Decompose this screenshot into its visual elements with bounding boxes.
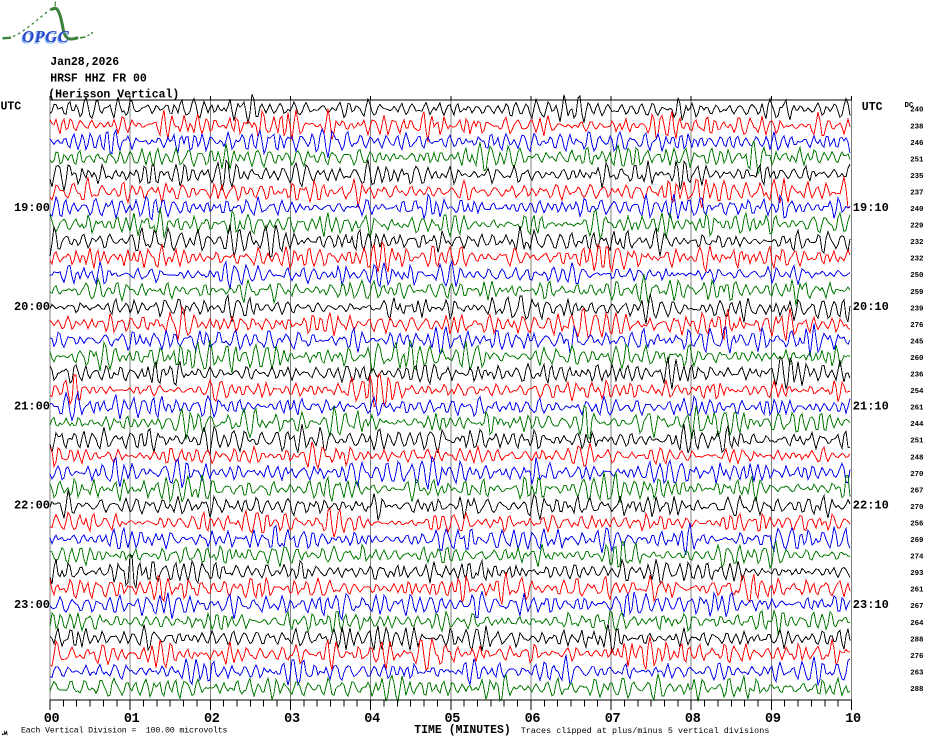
svg-text:02: 02 <box>204 712 220 727</box>
svg-text:23:10: 23:10 <box>853 598 889 612</box>
svg-text:22:10: 22:10 <box>853 499 889 513</box>
svg-text:270: 270 <box>910 504 924 512</box>
svg-text:236: 236 <box>910 372 924 380</box>
svg-text:263: 263 <box>910 669 924 677</box>
svg-text:(Herisson Vertical): (Herisson Vertical) <box>48 88 179 101</box>
svg-text:08: 08 <box>685 712 701 727</box>
svg-text:19:10: 19:10 <box>853 201 889 215</box>
svg-text:293: 293 <box>910 570 924 578</box>
svg-text:OPGC: OPGC <box>22 27 70 46</box>
svg-text:Each Vertical Division = 100.: Each Vertical Division = 100.00 microvol… <box>21 726 228 736</box>
svg-text:19:00: 19:00 <box>14 201 50 215</box>
svg-text:06: 06 <box>525 712 541 727</box>
svg-text:23:00: 23:00 <box>14 598 50 612</box>
svg-text:251: 251 <box>910 438 924 446</box>
svg-text:270: 270 <box>910 471 924 479</box>
svg-text:05: 05 <box>444 712 460 727</box>
svg-text:274: 274 <box>910 554 924 562</box>
svg-text:260: 260 <box>910 355 924 363</box>
svg-text:21:10: 21:10 <box>853 399 889 413</box>
svg-text:01: 01 <box>124 712 140 727</box>
svg-text:240: 240 <box>910 206 924 214</box>
svg-text:238: 238 <box>910 123 924 131</box>
svg-text:267: 267 <box>910 603 923 611</box>
svg-text:HRSF HHZ FR 00: HRSF HHZ FR 00 <box>50 73 147 86</box>
svg-text:248: 248 <box>910 454 924 462</box>
svg-text:240: 240 <box>910 107 924 115</box>
svg-text:22:00: 22:00 <box>14 499 50 513</box>
svg-text:03: 03 <box>284 712 300 727</box>
svg-text:00: 00 <box>44 712 60 727</box>
svg-text:267: 267 <box>910 487 923 495</box>
svg-text:OPGC: OPGC <box>21 28 69 47</box>
svg-text:246: 246 <box>910 140 924 148</box>
svg-text:232: 232 <box>910 239 923 247</box>
svg-text:21:00: 21:00 <box>14 399 50 413</box>
svg-text:244: 244 <box>910 421 924 429</box>
svg-text:04: 04 <box>364 712 380 727</box>
svg-text:288: 288 <box>910 686 924 694</box>
svg-text:07: 07 <box>605 712 621 727</box>
svg-text:256: 256 <box>910 520 924 528</box>
svg-text:20:10: 20:10 <box>853 300 889 314</box>
svg-text:09: 09 <box>765 712 781 727</box>
svg-text:DC: DC <box>905 102 914 110</box>
svg-text:269: 269 <box>910 537 923 545</box>
svg-text:UTC: UTC <box>1 101 22 114</box>
svg-text:235: 235 <box>910 173 924 181</box>
svg-text:276: 276 <box>910 653 924 661</box>
svg-text:261: 261 <box>910 405 924 413</box>
svg-text:20:00: 20:00 <box>14 300 50 314</box>
svg-text:239: 239 <box>910 305 923 313</box>
svg-text:10: 10 <box>845 712 861 727</box>
svg-text:264: 264 <box>910 620 924 628</box>
svg-text:229: 229 <box>910 223 923 231</box>
svg-text:288: 288 <box>910 636 924 644</box>
svg-text:251: 251 <box>910 156 924 164</box>
svg-text:245: 245 <box>910 338 924 346</box>
svg-text:261: 261 <box>910 587 924 595</box>
svg-text:237: 237 <box>910 189 923 197</box>
svg-text:250: 250 <box>910 272 924 280</box>
svg-text:Jan28,2026: Jan28,2026 <box>50 56 119 69</box>
svg-text:259: 259 <box>910 289 923 297</box>
svg-text:TIME (MINUTES): TIME (MINUTES) <box>414 724 511 737</box>
svg-text:276: 276 <box>910 322 924 330</box>
svg-text:254: 254 <box>910 388 924 396</box>
svg-text:Traces clipped at plus/minus 5: Traces clipped at plus/minus 5 vertical … <box>521 726 770 736</box>
svg-text:232: 232 <box>910 256 923 264</box>
svg-text:UTC: UTC <box>862 101 883 114</box>
